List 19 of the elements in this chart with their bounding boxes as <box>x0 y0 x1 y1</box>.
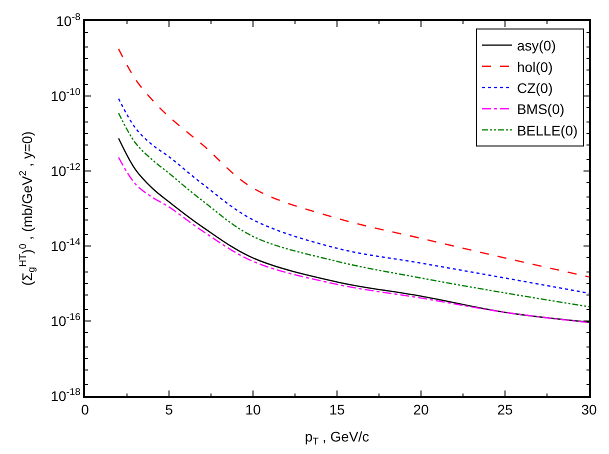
legend-label: hol(0) <box>516 58 553 75</box>
x-tick-label: 25 <box>497 402 513 418</box>
x-tick-label: 30 <box>581 402 597 418</box>
y-tick-label: 10$^{-8}$ <box>56 12 81 29</box>
legend-label: BELLE(0) <box>516 122 578 138</box>
legend-label: CZ(0) <box>516 80 553 96</box>
x-tick-label: 15 <box>329 402 345 418</box>
y-tick-label: 10$^{-16}$ <box>50 312 81 329</box>
y-tick-label: 10$^{-10}$ <box>50 87 81 104</box>
y-tick-label: 10$^{-14}$ <box>50 237 81 254</box>
x-tick-label: 10 <box>245 402 261 418</box>
legend-label: asy(0) <box>516 38 556 54</box>
x-tick-label: 5 <box>165 402 174 418</box>
x-tick-label: 20 <box>413 402 429 418</box>
y-tick-label: 10$^{-18}$ <box>50 387 81 404</box>
legend-label: BMS(0) <box>516 101 564 118</box>
x-tick-label: 0 <box>81 402 90 418</box>
y-tick-label: 10$^{-12}$ <box>50 162 80 179</box>
x-axis-title: p$_{T}$ , GeV/c <box>304 428 370 448</box>
